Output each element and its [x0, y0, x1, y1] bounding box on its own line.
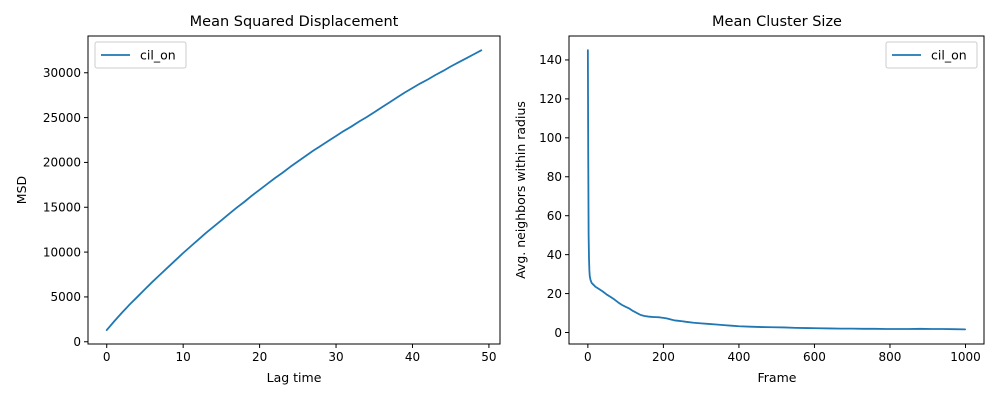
msd-axis-ticks: 0 10 20 30 40 50 0 5000 10000 15000 20000 25000 3000… — [43, 66, 497, 364]
cluster-y-tick-label: 20 — [547, 287, 562, 301]
msd-x-tick-label: 50 — [481, 350, 496, 364]
cluster-y-tick-label: 100 — [539, 131, 562, 145]
msd-x-tick-label: 0 — [103, 350, 111, 364]
cluster-x-tick-label: 200 — [652, 350, 675, 364]
msd-legend: cil_on — [94, 41, 187, 69]
msd-plot-frame — [87, 35, 501, 345]
cluster-y-tick-label: 140 — [539, 53, 562, 67]
cluster-chart-panel: Mean Cluster Size Frame Avg. neighbors w… — [513, 14, 985, 385]
cluster-x-axis-label: Frame — [758, 370, 797, 385]
cluster-legend-box — [885, 41, 978, 69]
cluster-y-axis-label: Avg. neighbors within radius — [513, 101, 528, 279]
msd-y-tick-label: 25000 — [43, 111, 81, 125]
cluster-axis-ticks: 0 200 400 600 800 1000 0 20 40 60 80 100 120 140 — [539, 53, 981, 364]
msd-chart-panel: Mean Squared Displacement Lag time MSD 0… — [14, 14, 501, 385]
msd-x-tick-label: 20 — [252, 350, 267, 364]
cluster-x-tick-label: 400 — [727, 350, 750, 364]
cluster-y-tick-label: 0 — [554, 326, 562, 340]
msd-y-tick-label: 0 — [73, 335, 81, 349]
msd-legend-box — [94, 41, 187, 69]
cluster-y-tick-label: 120 — [539, 92, 562, 106]
msd-x-tick-label: 10 — [176, 350, 191, 364]
cluster-series-line — [586, 49, 967, 331]
msd-y-tick-label: 30000 — [43, 66, 81, 80]
msd-series-line — [105, 49, 483, 332]
cluster-series-group — [586, 49, 967, 331]
cluster-y-tick-label: 40 — [547, 248, 562, 262]
cluster-x-tick-label: 800 — [879, 350, 902, 364]
msd-series-group — [105, 49, 483, 332]
cluster-x-tick-label: 1000 — [950, 350, 981, 364]
msd-legend-label: cil_on — [140, 48, 176, 63]
msd-y-tick-label: 20000 — [43, 156, 81, 170]
cluster-x-tick-label: 0 — [584, 350, 592, 364]
cluster-y-tick-label: 60 — [547, 209, 562, 223]
msd-y-axis-label: MSD — [14, 176, 29, 204]
msd-y-tick-label: 5000 — [50, 290, 81, 304]
msd-chart-title: Mean Squared Displacement — [190, 14, 399, 30]
msd-y-tick-label: 10000 — [43, 245, 81, 259]
msd-y-tick-label: 15000 — [43, 201, 81, 215]
cluster-y-tick-label: 80 — [547, 170, 562, 184]
cluster-chart-title: Mean Cluster Size — [712, 14, 842, 30]
cluster-plot-frame — [568, 35, 985, 345]
msd-x-axis-label: Lag time — [267, 370, 322, 385]
cluster-legend-label: cil_on — [931, 48, 967, 63]
msd-x-tick-label: 40 — [405, 350, 420, 364]
msd-x-tick-label: 30 — [328, 350, 343, 364]
cluster-x-tick-label: 600 — [803, 350, 826, 364]
cluster-legend: cil_on — [885, 41, 978, 69]
